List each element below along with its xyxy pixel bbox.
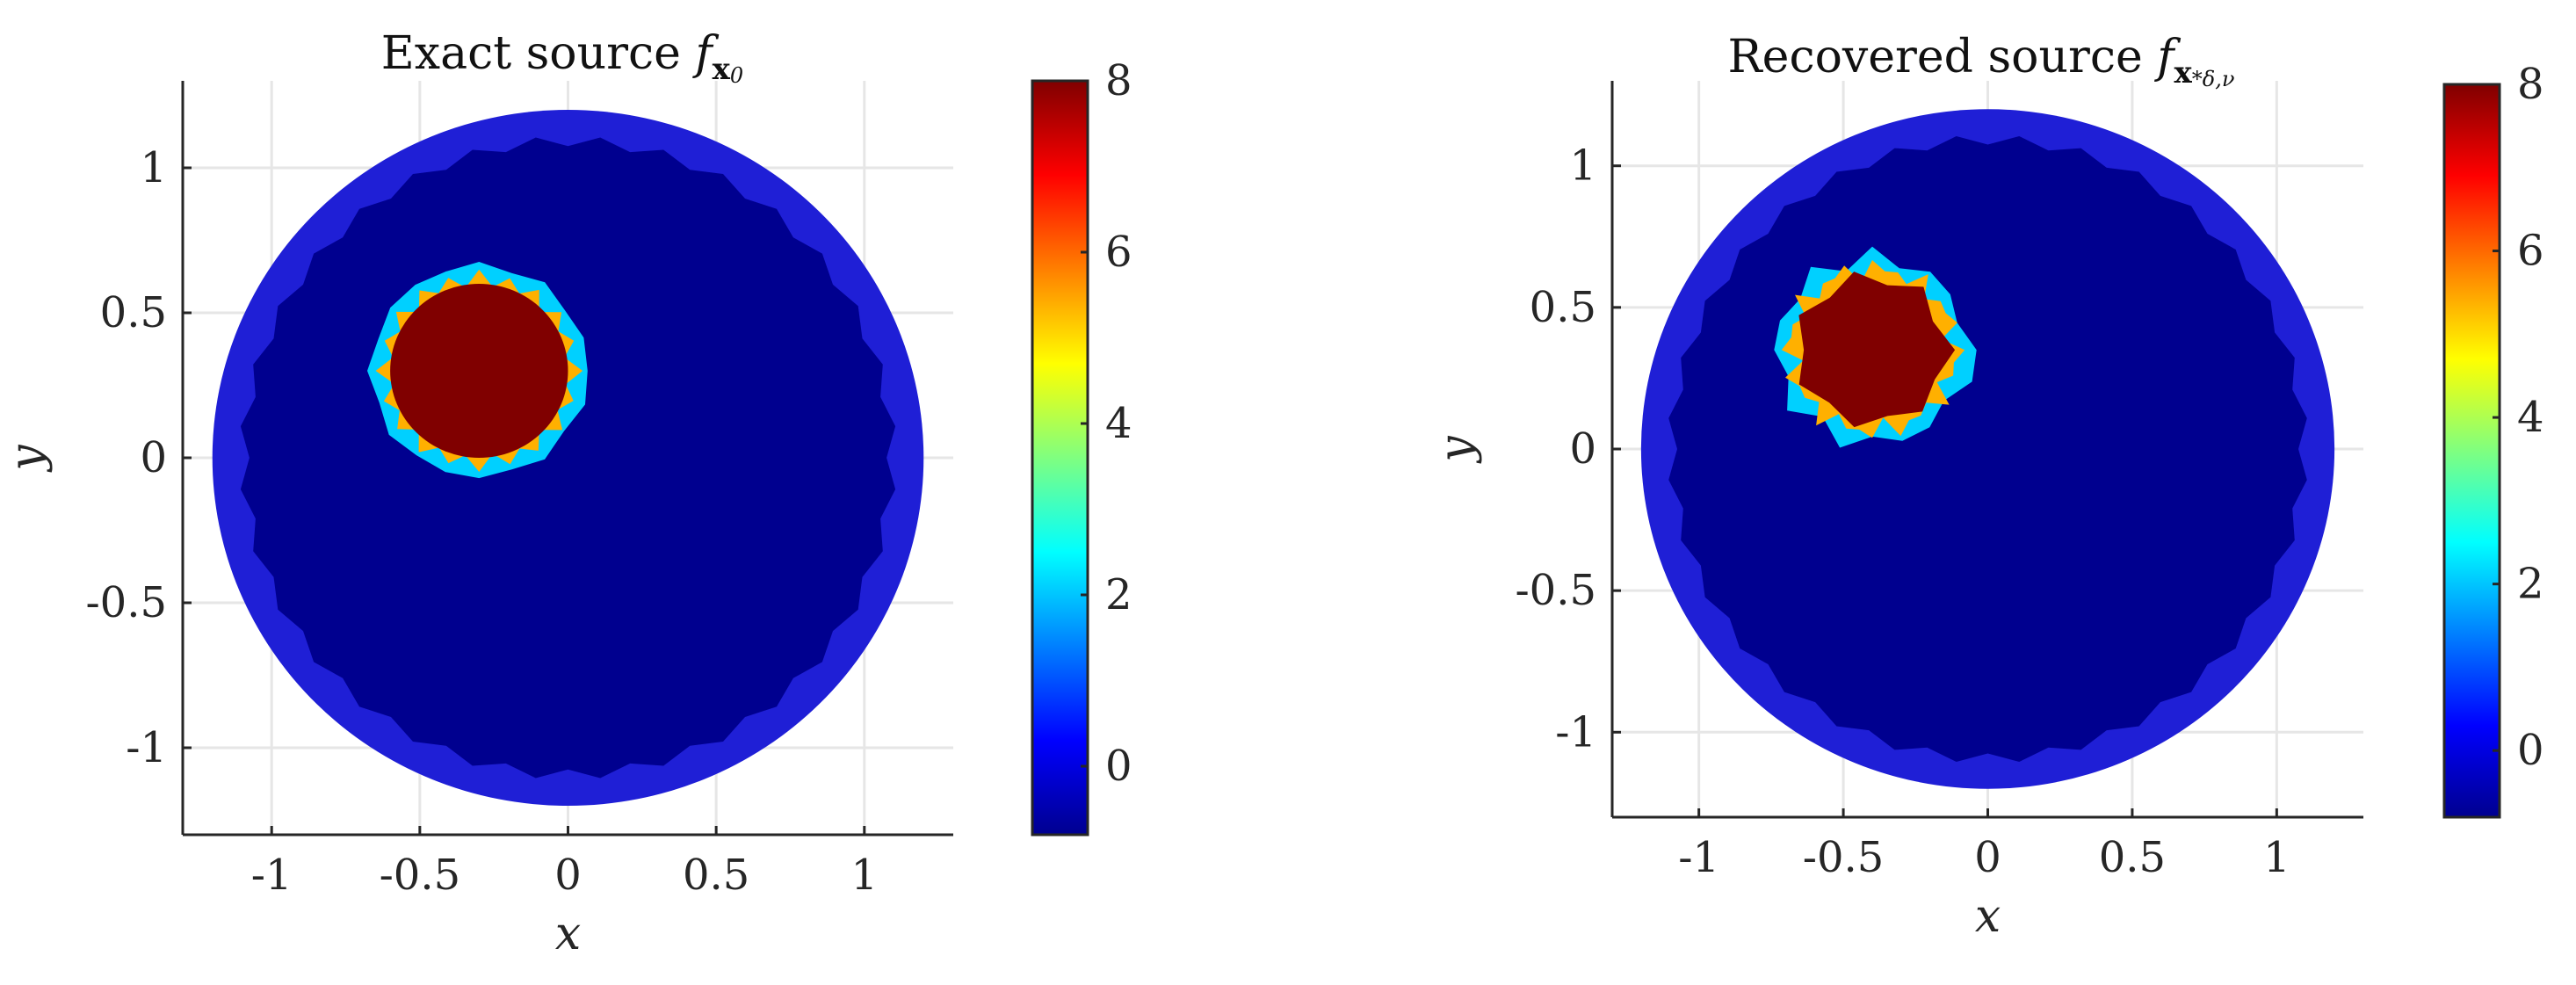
colorbar-tick-label-0: 0	[2517, 726, 2544, 775]
colorbar-tick-label-1: 2	[1105, 570, 1132, 619]
x-tick-label-4: 1	[2263, 833, 2290, 882]
colorbar	[1031, 79, 1089, 837]
y-tick-label-3: 0.5	[100, 288, 167, 337]
plot-title-subscript: x	[2174, 55, 2193, 91]
plot-title: Exact source fx0	[381, 27, 743, 88]
y-tick-label-0: -1	[126, 723, 167, 772]
x-tick-label-0: -1	[251, 851, 293, 900]
plot-title-subscript: x	[713, 52, 731, 87]
y-axis-label: y	[1, 445, 54, 473]
x-tick-label-1: -0.5	[380, 851, 461, 900]
plot-title-text: Recovered source	[1728, 31, 2158, 83]
colorbar-tick-label-3: 6	[2517, 227, 2544, 276]
y-axis-label: y	[1430, 436, 1483, 464]
x-tick-label-3: 0.5	[683, 851, 749, 900]
y-tick-label-2: 0	[1569, 424, 1596, 474]
x-tick-label-1: -0.5	[1803, 833, 1885, 882]
plot-panel-2: -1 -0.5 0 0.5 1 -1 -0.5 0 0.5 1 x y Recovered source…	[1430, 31, 2544, 943]
plot-panel-1: -1 -0.5 0 0.5 1 -1 -0.5 0 0.5 1 x y Exact source fx0…	[1, 27, 1132, 960]
y-tick-label-1: -0.5	[85, 578, 167, 627]
x-tick-label-2: 0	[554, 851, 582, 900]
x-axis-label: x	[555, 908, 581, 960]
y-tick-label-2: 0	[140, 433, 167, 482]
y-tick-label-4: 1	[1569, 141, 1596, 191]
colorbar-tick-label-4: 8	[1105, 56, 1132, 105]
source-core	[390, 284, 568, 458]
y-tick-label-4: 1	[140, 143, 167, 192]
plot-title-subscript-index: *δ,ν	[2192, 67, 2235, 91]
colorbar-tick-label-1: 2	[2517, 560, 2544, 609]
x-tick-label-2: 0	[1974, 833, 2001, 882]
plot-title-text: Exact source	[381, 27, 696, 80]
source-core	[1798, 272, 1956, 428]
colorbar-tick-label-2: 4	[2517, 393, 2544, 442]
y-tick-label-3: 0.5	[1530, 283, 1596, 332]
colorbar-tick-label-2: 4	[1105, 399, 1132, 448]
plot-title-subscript-index: 0	[730, 63, 743, 88]
colorbar	[2442, 83, 2501, 819]
colorbar-tick-label-3: 6	[1105, 228, 1132, 277]
x-tick-label-3: 0.5	[2099, 833, 2166, 882]
x-tick-label-0: -1	[1678, 833, 1719, 882]
colorbar-tick-label-0: 0	[1105, 742, 1132, 791]
colorbar-tick-label-4: 8	[2517, 60, 2544, 109]
y-tick-label-0: -1	[1555, 707, 1596, 757]
x-tick-label-4: 1	[851, 851, 879, 900]
y-tick-label-1: -0.5	[1515, 566, 1596, 615]
x-axis-label: x	[1975, 890, 2001, 943]
plot-title: Recovered source fx*δ,ν	[1728, 31, 2235, 91]
